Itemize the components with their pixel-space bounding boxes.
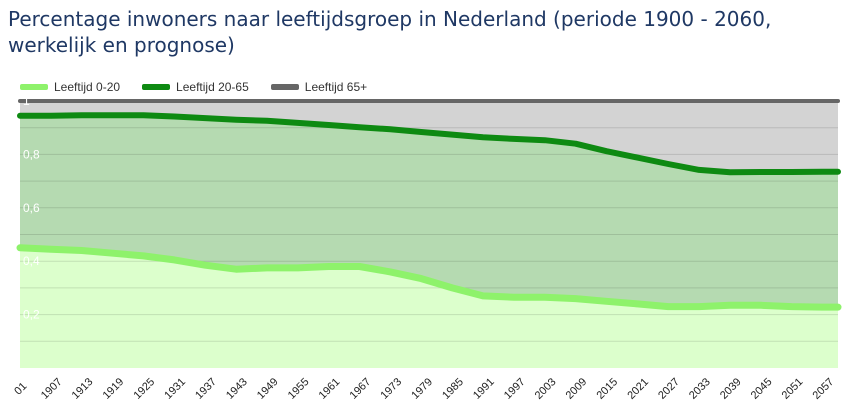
y-tick-label: 0,8 — [23, 147, 40, 161]
legend-swatch-0-20 — [20, 84, 48, 90]
y-tick-label: 0,2 — [23, 308, 40, 322]
x-tick-label: 1985 — [440, 376, 466, 402]
y-tick-label: 0,4 — [23, 254, 40, 268]
x-tick-label: 2051 — [780, 376, 806, 402]
x-tick-label: 2003 — [533, 376, 559, 402]
y-tick-label: 0,6 — [23, 201, 40, 215]
series-line-0 — [16, 244, 842, 311]
x-tick-label: 1961 — [317, 376, 343, 402]
x-tick-label: 1955 — [286, 376, 312, 402]
legend-label-65-plus: Leeftijd 65+ — [304, 80, 368, 94]
x-tick-label: 1949 — [255, 376, 281, 402]
x-tick-label: 2039 — [718, 376, 744, 402]
legend-label-20-65: Leeftijd 20-65 — [176, 80, 249, 94]
x-tick-label: 1919 — [101, 376, 127, 402]
x-tick-label: 2057 — [811, 376, 837, 402]
legend-item-20-65[interactable]: Leeftijd 20-65 — [142, 80, 249, 94]
x-tick-label: 2015 — [594, 376, 620, 402]
x-tick-label: 01 — [12, 380, 29, 397]
x-tick-label: 2033 — [687, 376, 713, 402]
series-line-1 — [17, 112, 841, 176]
x-tick-label: 2021 — [625, 376, 651, 402]
x-tick-label: 2027 — [656, 376, 682, 402]
x-tick-label: 1925 — [131, 376, 157, 402]
x-tick-label: 1979 — [409, 376, 435, 402]
x-tick-label: 1931 — [162, 376, 188, 402]
chart-title: Percentage inwoners naar leeftijdsgroep … — [8, 7, 772, 57]
x-tick-label: 1907 — [39, 376, 65, 402]
x-tick-label: 1991 — [471, 376, 497, 402]
x-tick-label: 1997 — [502, 376, 528, 402]
legend-item-65-plus[interactable]: Leeftijd 65+ — [270, 80, 368, 94]
y-tick-label: 1 — [23, 94, 30, 108]
legend-swatch-65-plus — [270, 84, 299, 90]
x-tick-label: 1967 — [348, 376, 374, 402]
x-tick-label: 1913 — [70, 376, 96, 402]
legend-item-0-20[interactable]: Leeftijd 0-20 — [20, 80, 120, 94]
x-tick-label: 1937 — [193, 376, 219, 402]
x-tick-label: 1943 — [224, 376, 250, 402]
x-tick-label: 1973 — [378, 376, 404, 402]
chart-legend: Leeftijd 0-20 Leeftijd 20-65 Leeftijd 65… — [20, 80, 389, 94]
legend-swatch-20-65 — [142, 84, 171, 90]
x-tick-label: 2009 — [564, 376, 590, 402]
legend-label-0-20: Leeftijd 0-20 — [54, 80, 121, 94]
x-tick-label: 2045 — [749, 376, 775, 402]
area-0 — [20, 247, 838, 368]
